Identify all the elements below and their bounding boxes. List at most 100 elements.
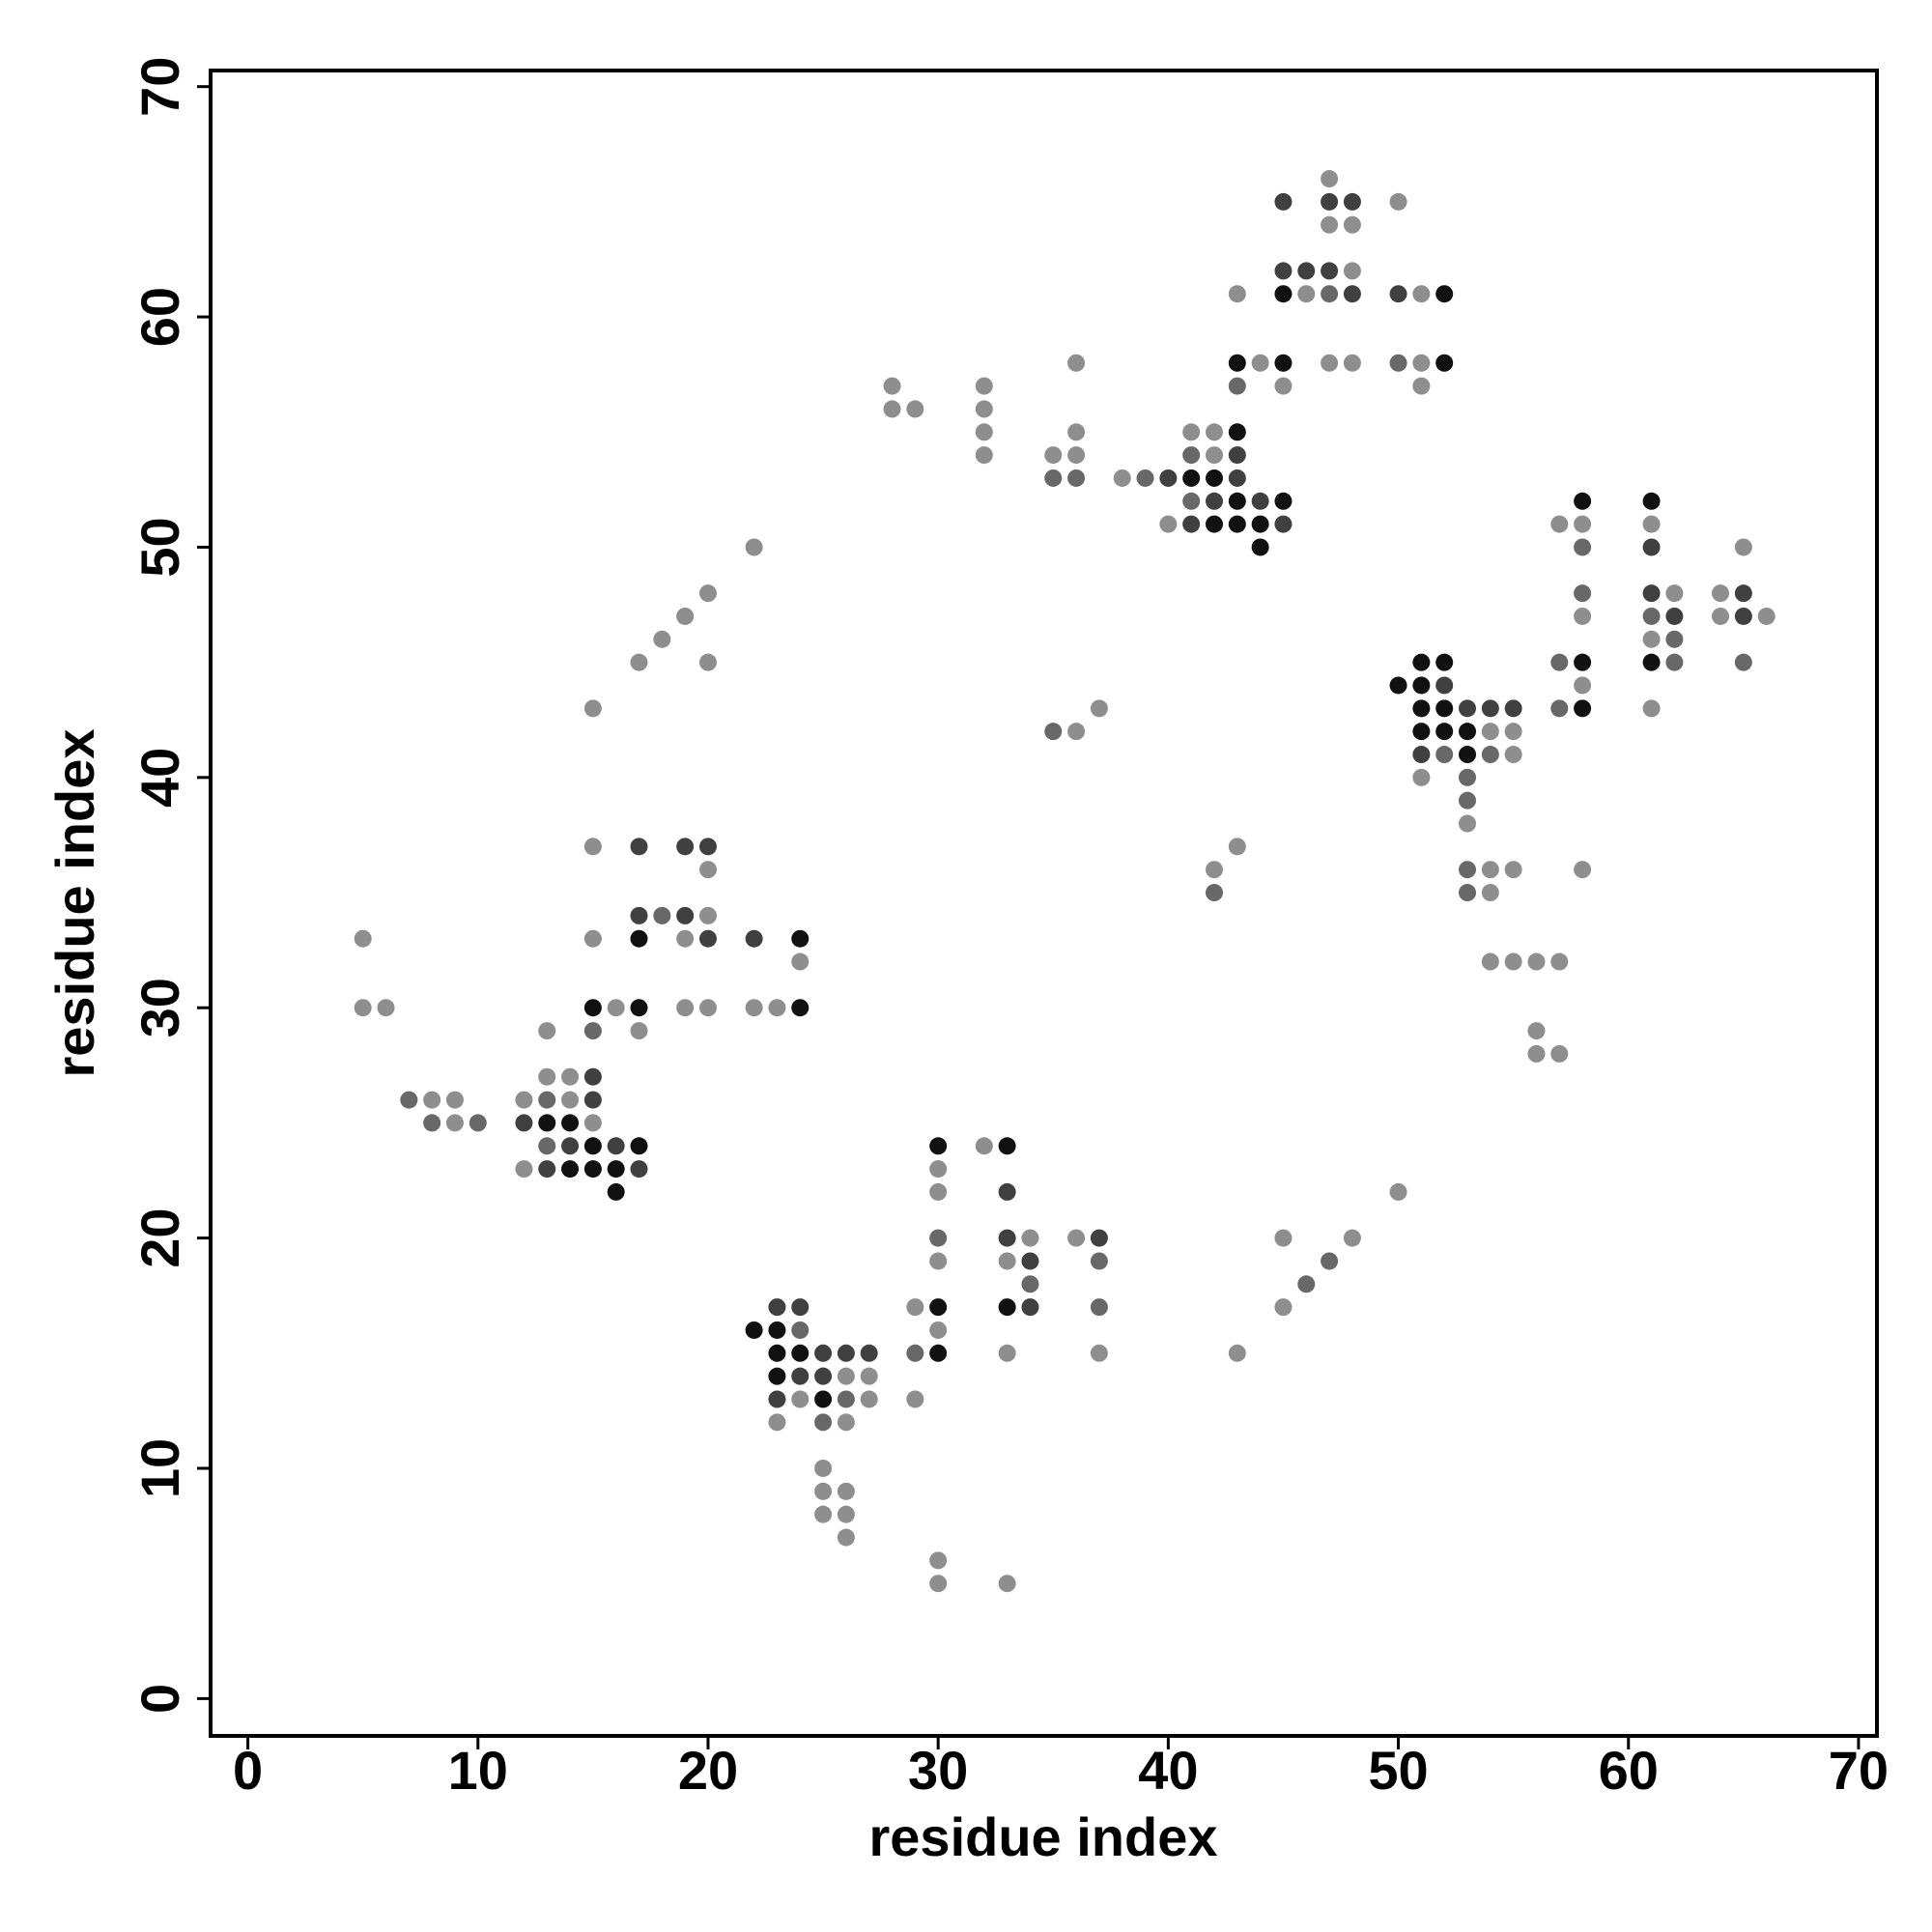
point [515, 1114, 533, 1132]
point [630, 1022, 648, 1040]
point [1459, 884, 1477, 902]
point [1274, 377, 1293, 395]
point [1459, 791, 1477, 810]
point [1459, 699, 1477, 718]
point [1665, 584, 1684, 603]
point [1642, 538, 1661, 556]
point [1504, 861, 1522, 879]
point [583, 1114, 602, 1132]
point [1182, 423, 1201, 441]
point [791, 1390, 810, 1408]
point [1481, 746, 1499, 764]
point [583, 999, 602, 1017]
y-tick-label: 20 [129, 1208, 190, 1267]
point [1067, 1229, 1086, 1247]
point [423, 1114, 441, 1132]
y-tick-label: 30 [129, 978, 190, 1037]
point [653, 906, 671, 924]
point [791, 1344, 810, 1362]
point [1412, 746, 1431, 764]
point [1021, 1298, 1039, 1317]
point [1343, 192, 1361, 211]
point [676, 929, 695, 948]
point [583, 1091, 602, 1109]
point [1090, 1229, 1108, 1247]
point [929, 1551, 948, 1570]
point [745, 999, 763, 1017]
point [561, 1091, 580, 1109]
point [445, 1091, 464, 1109]
point [1343, 354, 1361, 372]
point [791, 1321, 810, 1339]
point [1228, 423, 1246, 441]
point [1206, 446, 1224, 465]
point [1113, 469, 1131, 487]
point [1297, 285, 1316, 303]
point [1182, 469, 1201, 487]
point [1527, 1022, 1546, 1040]
point [1343, 262, 1361, 280]
point [1206, 469, 1224, 487]
x-tick-label: 0 [233, 1740, 263, 1801]
point [906, 1298, 924, 1317]
point [538, 1114, 556, 1132]
point [377, 999, 395, 1017]
point [1274, 515, 1293, 533]
point [1321, 1252, 1339, 1270]
point [1665, 653, 1684, 671]
point [1642, 607, 1661, 625]
point [998, 1344, 1016, 1362]
point [1550, 515, 1569, 533]
x-tick-label: 30 [908, 1740, 968, 1801]
point [791, 999, 810, 1017]
point [1182, 446, 1201, 465]
point [1527, 952, 1546, 971]
point [814, 1459, 833, 1477]
point [768, 1298, 786, 1317]
point [698, 584, 717, 603]
point [768, 1390, 786, 1408]
point [1044, 446, 1063, 465]
point [1389, 676, 1407, 695]
point [1206, 423, 1224, 441]
point [929, 1321, 948, 1339]
x-tick-label: 60 [1599, 1740, 1659, 1801]
point [1574, 492, 1592, 510]
point [1504, 699, 1522, 718]
point [814, 1390, 833, 1408]
point [837, 1482, 855, 1500]
point [1251, 515, 1269, 533]
point [791, 1298, 810, 1317]
point [1665, 630, 1684, 648]
point [1642, 630, 1661, 648]
point [1343, 215, 1361, 234]
point [1734, 653, 1752, 671]
point [1481, 952, 1499, 971]
point [1044, 723, 1063, 741]
point [538, 1137, 556, 1155]
point [1182, 515, 1201, 533]
point [698, 929, 717, 948]
point [561, 1160, 580, 1179]
point [1228, 469, 1246, 487]
point [1067, 446, 1086, 465]
point [1412, 723, 1431, 741]
point [1642, 515, 1661, 533]
point [515, 1091, 533, 1109]
x-axis-label: residue index [868, 1806, 1217, 1867]
point [1412, 768, 1431, 786]
point [1642, 653, 1661, 671]
point [837, 1367, 855, 1385]
point [1665, 607, 1684, 625]
point [1251, 492, 1269, 510]
point [538, 1067, 556, 1086]
point [676, 999, 695, 1017]
point [653, 630, 671, 648]
point [1481, 861, 1499, 879]
y-tick-label: 50 [129, 517, 190, 577]
point [400, 1091, 418, 1109]
point [1067, 423, 1086, 441]
point [975, 377, 993, 395]
point [929, 1229, 948, 1247]
point [1481, 884, 1499, 902]
